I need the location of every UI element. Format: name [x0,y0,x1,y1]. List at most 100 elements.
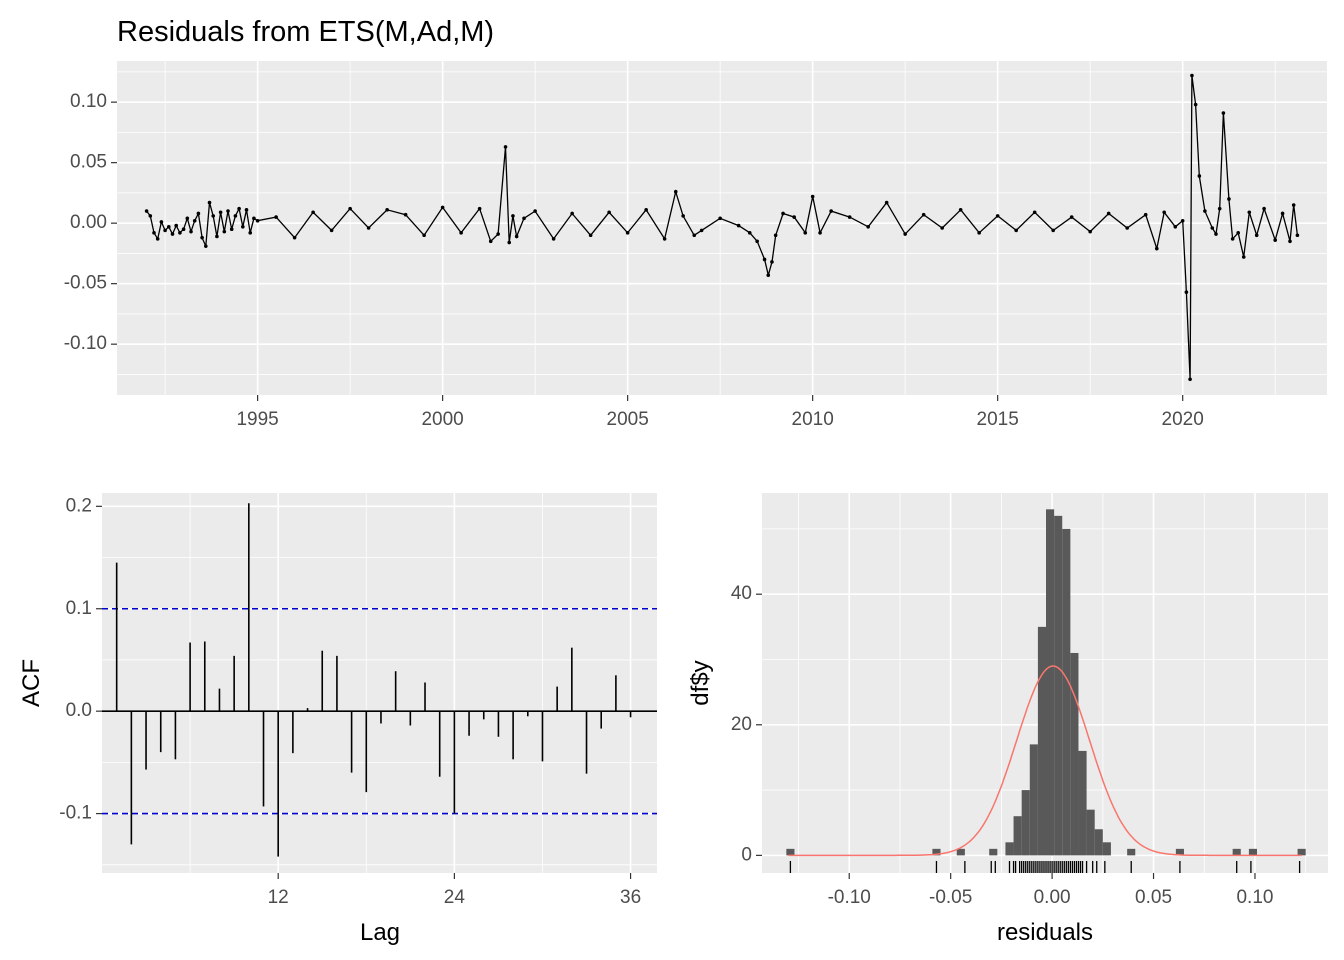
residual-point [229,227,234,232]
residuals-y-tick-label: 0.00 [70,212,107,233]
residual-point [144,209,149,213]
residual-point [1184,290,1189,294]
normal-density-curve [788,665,1302,857]
residual-point [747,231,752,235]
residual-point [1032,210,1037,215]
residual-point [1262,206,1266,211]
residual-point [829,209,833,213]
histogram-x-axis-title: residuals [997,919,1093,946]
histogram-bar [1029,744,1038,856]
residual-point [673,189,678,194]
residuals-title: Residuals from ETS(M,Ad,M) [117,16,494,48]
residual-point [1280,211,1285,216]
residual-point [514,234,519,239]
residual-point [403,212,408,217]
histogram-x-tick-label: 0.10 [1236,887,1273,908]
residual-point [940,226,944,230]
residual-point [511,214,515,218]
histogram-y-tick-label: 20 [731,714,752,735]
residual-point [385,208,389,212]
residual-point [181,227,186,232]
histogram-bar [1102,842,1111,856]
histogram-x-tick-label: -0.05 [929,887,972,908]
residual-point [551,237,556,241]
residual-point [237,206,241,211]
residuals-x-tick-label: 2015 [977,409,1019,430]
residual-point [644,208,648,212]
histogram-bar [1248,848,1257,856]
residual-point [1014,228,1018,233]
residuals-x-tick-label: 2010 [792,409,834,430]
residual-point [200,235,204,240]
residual-point [207,200,212,205]
histogram-x-tick-label: 0.00 [1034,887,1071,908]
residual-point [718,216,722,221]
residual-point [1288,239,1292,244]
residual-point [755,239,759,244]
residual-point [847,215,852,219]
residual-point [1125,226,1129,230]
residuals-y-tick-label: -0.10 [64,333,107,354]
histogram-bar [1062,528,1071,856]
histogram-bar [1094,829,1103,856]
residual-point [496,232,500,236]
residual-point [152,231,156,235]
residual-point [662,237,667,241]
residual-point [958,208,963,212]
residual-point [781,211,785,216]
residual-point [274,215,278,219]
residual-point [185,216,190,221]
acf-y-tick-label: 0.0 [66,700,92,721]
residual-point [1106,211,1111,216]
residual-point [222,229,227,234]
residual-point [189,229,193,234]
residual-point [681,214,685,218]
residual-point [255,218,260,223]
histogram-bar [1086,809,1095,856]
residuals-plot-panel [117,61,1327,395]
residual-point [1227,197,1231,201]
residuals-x-tick-label: 2005 [607,409,649,430]
residual-point [170,232,175,236]
residuals-y-tick-label: 0.10 [70,91,107,112]
residual-point [810,194,815,199]
residual-point [692,233,697,238]
residual-point [148,214,153,218]
residual-point [1254,233,1259,238]
histogram-bar [1175,848,1184,856]
histogram-x-tick-label: 0.05 [1135,887,1172,908]
residual-point [699,228,704,233]
residual-point [884,200,889,205]
residual-point [440,205,445,210]
residual-point [818,231,822,235]
residual-point [422,233,426,238]
residual-point [163,228,167,233]
residual-point [1154,246,1159,251]
histogram-marks [786,509,1306,873]
acf-x-tick-label: 36 [620,887,641,908]
residual-point [192,218,197,223]
residual-point [204,244,208,248]
residual-point [1210,226,1215,230]
residual-point [459,231,463,235]
residual-point [1162,210,1166,215]
histogram-bar [1021,790,1030,856]
histogram-bar [1127,848,1136,856]
residual-point [762,257,767,262]
residual-point [1203,209,1207,213]
residual-point [1088,229,1092,234]
histogram-y-tick-label: 0 [741,844,752,865]
residual-point [366,226,371,230]
acf-y-axis-title: ACF [18,659,45,707]
acf-x-tick-label: 12 [268,887,289,908]
residual-point [329,228,334,233]
residual-point [477,206,482,211]
histogram-bar [1005,842,1014,856]
residual-point [977,231,981,235]
residual-point [1180,218,1185,223]
residual-point [174,223,179,228]
acf-plot-panel [102,493,657,873]
histogram-y-tick-label: 40 [731,583,752,604]
residual-point [1069,215,1074,219]
